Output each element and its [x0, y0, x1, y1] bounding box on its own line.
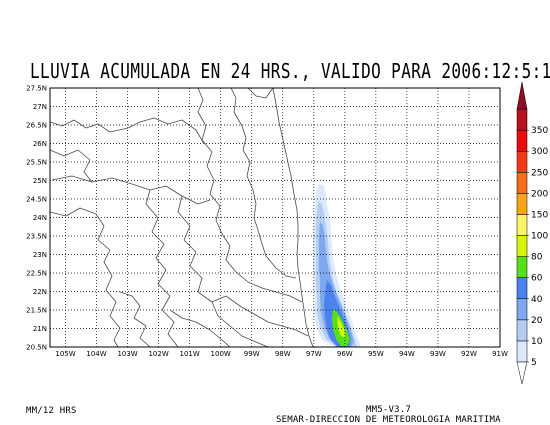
colorbar-segment: [516, 277, 528, 300]
lon-tick-label: 92W: [461, 350, 477, 358]
lon-tick-label: 95W: [368, 350, 384, 358]
map-title: LLUVIA ACUMULADA EN 24 HRS., VALIDO PARA…: [30, 59, 550, 83]
lat-tick-label: 26.5N: [26, 122, 47, 130]
colorbar-segment: [516, 150, 528, 173]
colorbar-label: 20: [531, 316, 543, 326]
state-border-hidalgo: [211, 301, 269, 347]
lon-tick-label: 102W: [148, 350, 168, 358]
coastline: [272, 88, 314, 347]
borders: [50, 88, 314, 347]
lat-tick-label: 27N: [33, 103, 47, 111]
colorbar-segment: [516, 193, 528, 215]
lon-tick-label: 100W: [211, 350, 231, 358]
state-border-zacatecas-slp: [145, 189, 179, 347]
footer-model-run: MM/12 HRS: [26, 406, 77, 416]
state-border-slp-east: [177, 195, 309, 337]
lat-tick-label: 23N: [33, 251, 47, 259]
lat-tick-label: 26N: [33, 140, 47, 148]
state-border-coahuila-south: [51, 175, 211, 205]
colorbar-label: 10: [531, 337, 543, 347]
lat-tick-label: 22.5N: [26, 270, 47, 278]
state-border-jalisco-aguascalientes: [119, 291, 151, 347]
lat-tick-label: 27.5N: [26, 85, 47, 93]
rain-band-80mm: [337, 316, 345, 338]
colorbar-label: 200: [531, 189, 548, 199]
lat-tick-label: 21.5N: [26, 307, 47, 315]
footer-institution: SEMAR-DIRECCION DE METEOROLOGIA MARITIMA: [276, 415, 501, 425]
colorbar-label: 5: [531, 358, 537, 368]
lat-tick-label: 25N: [33, 177, 47, 185]
lat-tick-label: 25.5N: [26, 159, 47, 167]
colorbar-segment: [516, 108, 528, 131]
lat-tick-label: 21N: [33, 325, 47, 333]
state-border-coahuila-nl: [127, 117, 205, 145]
lat-tick-label: 20.5N: [26, 344, 47, 352]
state-border-guanajuato: [169, 309, 231, 347]
colorbar-label: 350: [531, 126, 548, 136]
lon-tick-label: 103W: [117, 350, 137, 358]
colorbar-label: 300: [531, 147, 548, 157]
longitude-tick-labels: 105W 104W 103W 102W 101W 100W 99W 98W 97W 96W 95W 9…: [55, 350, 508, 358]
colorbar-label: 150: [531, 210, 548, 220]
colorbar-label: 60: [531, 274, 543, 284]
colorbar-labels: 5 10 20 40 60 80 100 150 200 250 300 350: [531, 126, 548, 368]
footer-model-version: MM5-V3.7: [366, 405, 411, 415]
map-frame: [49, 87, 501, 348]
colorbar-label: 80: [531, 253, 543, 263]
lon-tick-label: 97W: [306, 350, 322, 358]
lat-tick-label: 24N: [33, 214, 47, 222]
latitude-tick-labels: 27.5N 27N 26.5N 26N 25.5N 25N 24.5N 24N 23.5N 23N…: [26, 85, 47, 352]
colorbar-segment: [516, 298, 528, 321]
lat-tick-label: 24.5N: [26, 196, 47, 204]
lon-tick-label: 98W: [275, 350, 291, 358]
lon-tick-label: 99W: [244, 350, 260, 358]
lat-tick-label: 22N: [33, 288, 47, 296]
colorbar-bottom-arrow: [516, 361, 528, 385]
lon-tick-label: 101W: [180, 350, 200, 358]
lon-tick-label: 91W: [492, 350, 508, 358]
colorbar-label: 40: [531, 295, 543, 305]
lon-tick-label: 104W: [86, 350, 106, 358]
state-border-chihuahua-durango: [50, 149, 93, 183]
colorbar-segment: [516, 319, 528, 342]
colorbar-label: 100: [531, 232, 548, 242]
colorbar-segment: [516, 129, 528, 152]
lon-tick-label: 96W: [337, 350, 353, 358]
colorbar-top-arrow: [516, 81, 528, 110]
lon-tick-label: 94W: [399, 350, 415, 358]
precipitation-colorbar: [516, 81, 529, 385]
colorbar-segment: [516, 256, 528, 278]
border-rio-bravo: [247, 88, 274, 99]
state-border-nuevo-leon: [197, 88, 237, 273]
state-border-tamaulipas: [230, 88, 297, 279]
colorbar-label: 250: [531, 168, 548, 178]
lon-tick-label: 93W: [430, 350, 446, 358]
colorbar-segment: [516, 172, 528, 194]
lon-tick-label: 105W: [55, 350, 75, 358]
lat-lon-grid: [50, 88, 500, 347]
rain-shading: [313, 183, 361, 347]
state-border-north-coahuila: [50, 119, 129, 133]
colorbar-segment: [516, 340, 528, 363]
colorbar-segment: [516, 235, 528, 257]
state-border-durango-zacatecas: [50, 207, 121, 347]
lat-tick-label: 23.5N: [26, 233, 47, 241]
state-border-slp-veracruz: [235, 271, 303, 303]
colorbar-segment: [516, 214, 528, 236]
